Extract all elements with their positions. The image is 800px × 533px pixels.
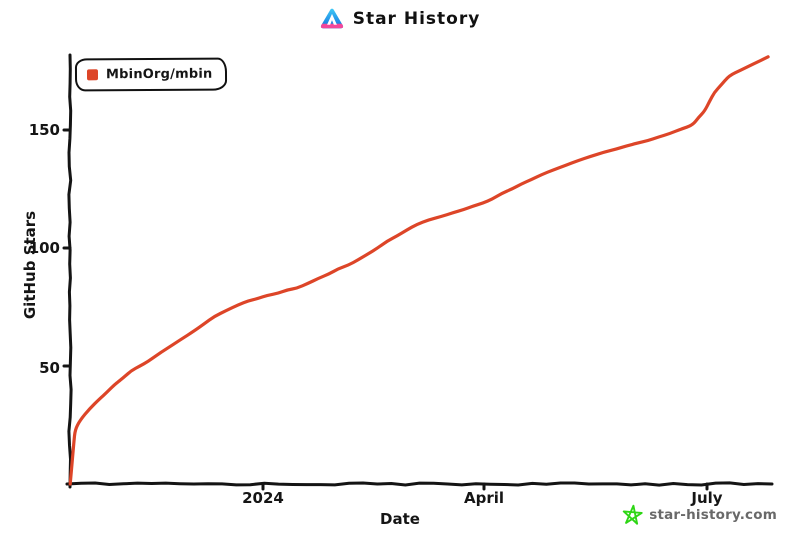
star-history-logo-icon [320,8,343,29]
legend-series-marker [86,69,99,81]
watermark: star-history.com [622,504,777,525]
series-line-mbinorg-mbin [68,55,770,486]
x-tick-april: April [463,489,505,507]
green-star-icon [623,504,643,525]
legend-box[interactable]: MbinOrg/mbin [74,57,228,92]
legend-series-label: MbinOrg/mbin [105,66,213,83]
y-tick-150: 150 [28,121,60,139]
y-tick-100: 100 [28,239,60,257]
y-tick-50: 50 [39,359,60,377]
chart-header: Star History [0,8,800,29]
watermark-text: star-history.com [649,506,777,523]
x-axis-title: Date [380,510,420,528]
x-tick-2024: 2024 [242,489,284,507]
x-axis-line [65,481,774,487]
x-tick-july: July [691,489,723,507]
axis-tick-marks [62,128,709,491]
page-title: Star History [352,8,481,29]
y-axis-title: GitHub Stars [21,210,39,320]
y-axis-line [67,53,73,489]
